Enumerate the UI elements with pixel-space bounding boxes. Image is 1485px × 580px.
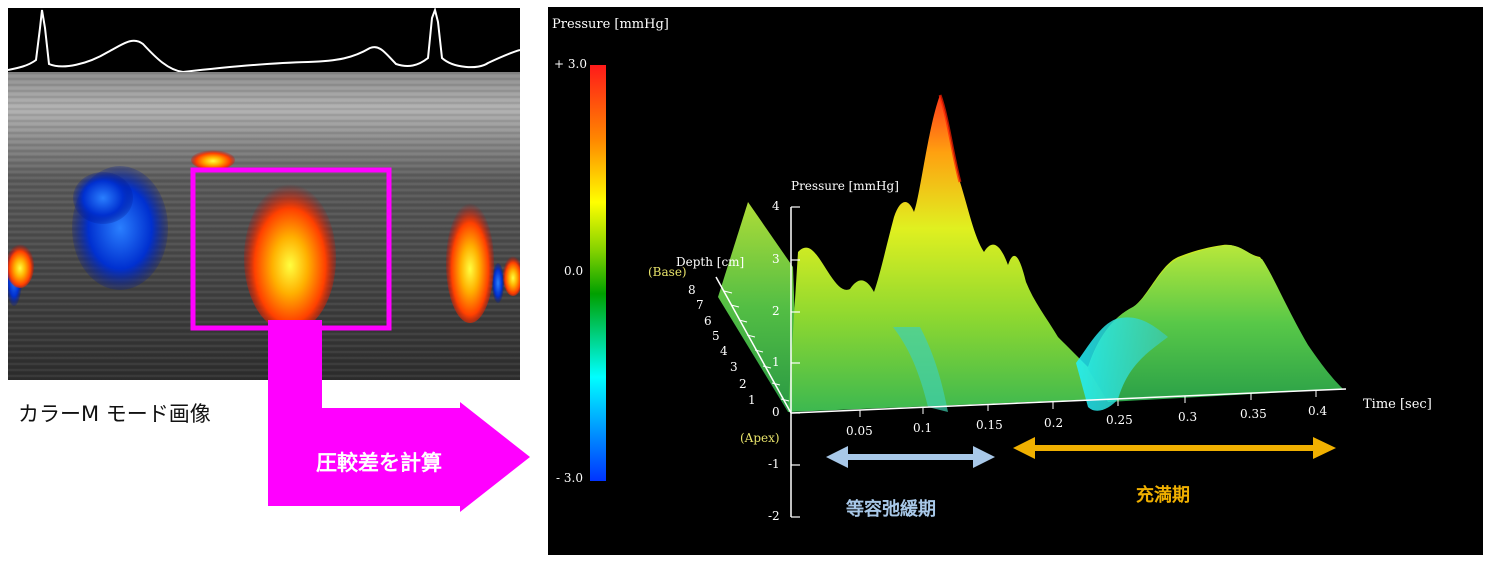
- ivr-phase-label: 等容弛緩期: [846, 499, 936, 520]
- z-tick: -2: [768, 509, 780, 523]
- time-axis-title: Time [sec]: [1363, 397, 1432, 412]
- depth-tick: 5: [712, 329, 720, 343]
- base-label: (Base): [648, 265, 687, 279]
- m-mode-caption: カラーM モード画像: [18, 402, 211, 426]
- z-tick: 3: [772, 252, 780, 266]
- time-tick: 0.3: [1178, 410, 1198, 424]
- time-tick: 0.4: [1308, 404, 1328, 418]
- colorbar: [590, 65, 606, 481]
- ivr-arrow: [826, 446, 995, 468]
- filling-phase-label: 充満期: [1136, 485, 1190, 506]
- apex-label: (Apex): [740, 431, 780, 445]
- depth-tick: 4: [720, 344, 728, 358]
- time-tick: 0.15: [976, 418, 1003, 432]
- z-axis-title: Pressure [mmHg]: [791, 179, 899, 193]
- depth-axis-title: Depth [cm]: [676, 255, 745, 269]
- depth-tick: 7: [696, 298, 704, 312]
- colorbar-max-label: + 3.0: [554, 57, 587, 71]
- z-tick: 1: [772, 355, 780, 369]
- pressure-3d-panel: Pressure [mmHg] + 3.0 0.0 - 3.0 Pressure…: [548, 7, 1483, 555]
- depth-tick: 8: [688, 283, 696, 297]
- arrow-label: 圧較差を計算: [316, 451, 442, 475]
- depth-tick: 6: [704, 314, 712, 328]
- color-m-mode-image: [8, 8, 520, 380]
- colorbar-mid-label: 0.0: [564, 264, 584, 278]
- time-tick: 0.2: [1044, 416, 1064, 430]
- z-tick: 4: [772, 199, 780, 213]
- depth-tick: 3: [730, 360, 738, 374]
- depth-tick: 1: [748, 393, 756, 407]
- z-tick: 2: [772, 304, 780, 318]
- time-tick: 0.25: [1106, 413, 1133, 427]
- time-tick: 0.35: [1240, 407, 1267, 421]
- colorbar-min-label: - 3.0: [556, 471, 583, 485]
- calculate-arrow: [268, 320, 530, 512]
- colorbar-title: Pressure [mmHg]: [552, 17, 669, 32]
- time-tick: 0.1: [913, 421, 933, 435]
- z-tick: -1: [768, 457, 780, 471]
- filling-arrow: [1013, 437, 1336, 459]
- time-tick: 0.05: [846, 424, 873, 438]
- depth-tick: 2: [739, 377, 747, 391]
- z-tick: 0: [772, 405, 780, 419]
